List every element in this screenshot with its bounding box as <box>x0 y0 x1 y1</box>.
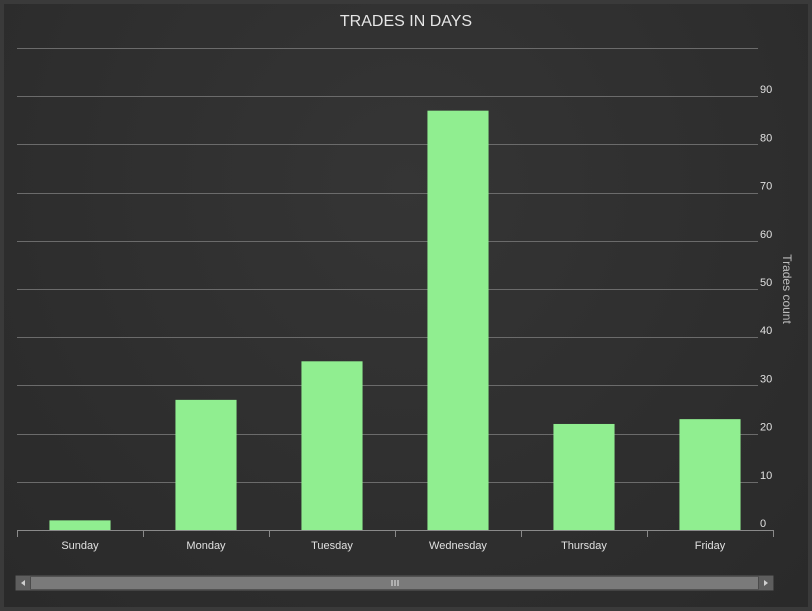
bar-sunday[interactable] <box>49 520 111 530</box>
y-tick-label: 90 <box>760 84 772 96</box>
y-tick-label: 50 <box>760 277 772 289</box>
gridlines <box>17 48 774 537</box>
chart-title: TRADES IN DAYS <box>340 13 472 30</box>
x-tick-label: Sunday <box>61 540 99 552</box>
bar-thursday[interactable] <box>553 423 615 530</box>
y-tick-labels: 0 10 20 30 40 50 60 70 80 90 <box>760 84 772 530</box>
bar-tuesday[interactable] <box>301 361 363 530</box>
bar-friday[interactable] <box>679 419 741 530</box>
x-tick-label: Tuesday <box>311 540 353 552</box>
bar-monday[interactable] <box>175 399 237 530</box>
y-axis-label: Trades count <box>780 254 794 324</box>
chart-panel <box>4 4 808 607</box>
y-tick-label: 0 <box>760 518 766 530</box>
bar-wednesday[interactable] <box>427 110 489 530</box>
y-tick-label: 70 <box>760 181 772 193</box>
bars <box>49 110 741 530</box>
x-tick-label: Friday <box>695 540 726 552</box>
y-tick-label: 10 <box>760 470 772 482</box>
y-tick-label: 20 <box>760 422 772 434</box>
grip-lines-icon <box>391 580 399 586</box>
y-tick-label: 30 <box>760 373 772 385</box>
y-tick-label: 80 <box>760 132 772 144</box>
y-tick-label: 60 <box>760 229 772 241</box>
arrow-right-icon <box>764 580 768 586</box>
x-tick-label: Wednesday <box>429 540 487 552</box>
horizontal-scrollbar[interactable] <box>15 575 774 591</box>
x-tick-label: Thursday <box>561 540 607 552</box>
y-tick-label: 40 <box>760 325 772 337</box>
x-tick-labels: Sunday Monday Tuesday Wednesday Thursday Frid… <box>61 540 725 552</box>
x-tick-label: Monday <box>186 540 226 552</box>
arrow-left-icon <box>21 580 25 586</box>
